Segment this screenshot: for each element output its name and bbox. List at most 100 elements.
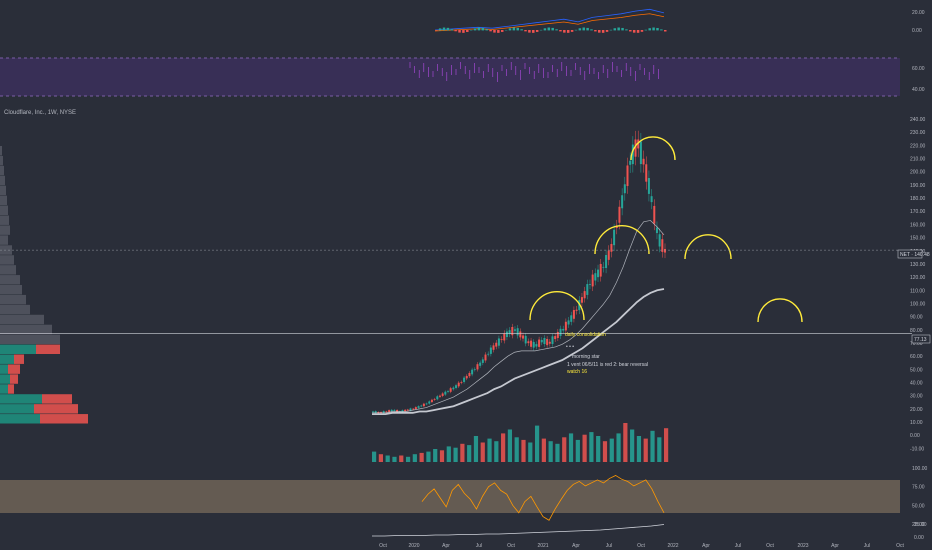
profile-up-bar xyxy=(0,314,44,325)
rsi-tick-label: 50.00 xyxy=(912,503,925,509)
macd-histogram-bar xyxy=(625,29,628,31)
macd-line xyxy=(434,8,665,31)
macd-histogram-bar xyxy=(656,27,659,31)
macd-histogram-bar xyxy=(555,29,558,31)
x-tick-label: Oct xyxy=(896,543,904,549)
x-tick-label: Apr xyxy=(572,543,580,549)
candle-body xyxy=(664,248,666,253)
macd-tick-label: 0.00 xyxy=(912,28,922,34)
rsi-tick-label: 100.00 xyxy=(912,466,928,472)
x-tick-label: Jul xyxy=(864,543,870,549)
note-morning: morning star xyxy=(572,354,600,360)
volume-bar xyxy=(664,428,669,462)
macd-histogram-bar xyxy=(652,27,655,31)
volume-bar xyxy=(657,437,662,462)
candle-body xyxy=(650,196,653,203)
bottom-indicator-pane xyxy=(372,524,665,537)
y-tick-label: 60.00 xyxy=(910,354,923,360)
macd-histogram-bar xyxy=(485,29,488,31)
profile-up-bar xyxy=(0,146,2,156)
candle-body xyxy=(471,369,474,375)
macd-histogram-bar xyxy=(574,29,578,31)
y-tick-label: 80.00 xyxy=(910,328,923,334)
macd-pane xyxy=(434,8,667,33)
candle-body xyxy=(602,266,605,268)
candle-body xyxy=(567,320,570,325)
candle-body xyxy=(476,364,479,370)
macd-histogram-bar xyxy=(532,30,535,33)
candle-body xyxy=(473,369,476,371)
candle-body xyxy=(546,338,549,346)
macd-histogram-bar xyxy=(520,29,523,31)
macd-histogram-bar xyxy=(636,30,640,33)
y-tick-label: 240.00 xyxy=(910,117,926,123)
profile-up-bar xyxy=(0,294,26,305)
candle-body xyxy=(492,345,495,350)
y-tick-label: 230.00 xyxy=(910,130,926,136)
candle-body xyxy=(626,165,629,187)
candle-body xyxy=(420,405,423,407)
macd-histogram-bar xyxy=(524,30,527,32)
candle-body xyxy=(559,328,562,336)
pattern-arc xyxy=(757,298,803,323)
price-tag-box xyxy=(897,249,923,259)
macd-histogram-bar xyxy=(613,28,617,31)
volume-bar xyxy=(650,430,655,462)
candle-body xyxy=(597,269,600,278)
candle-body xyxy=(556,331,559,338)
profile-down-bar xyxy=(14,354,24,364)
candle-body xyxy=(495,342,498,347)
profile-up-bar xyxy=(0,334,60,345)
candle-body xyxy=(610,243,613,252)
candle-body xyxy=(409,408,412,411)
note-dots: • • • xyxy=(566,344,574,350)
profile-up-bar xyxy=(0,175,5,186)
volume-bar xyxy=(494,441,499,462)
candle-body xyxy=(634,139,637,157)
y-tick-label: 130.00 xyxy=(910,262,926,268)
candle-body xyxy=(385,411,388,413)
y-tick-label: 200.00 xyxy=(910,170,926,176)
candle-body xyxy=(658,234,661,247)
candle-body xyxy=(538,339,541,347)
candle-body xyxy=(414,407,417,409)
osc-tick-label: 40.00 xyxy=(912,87,925,93)
candle-body xyxy=(599,263,602,277)
volume-bar xyxy=(609,438,614,462)
profile-up-bar xyxy=(0,324,52,335)
candle-body xyxy=(522,335,525,339)
macd-histogram-bar xyxy=(477,27,481,31)
candle-body xyxy=(503,333,506,341)
pattern-arc xyxy=(630,136,676,161)
candle-body xyxy=(530,340,533,347)
macd-histogram-bar xyxy=(535,30,539,32)
profile-up-bar xyxy=(0,185,6,196)
candle-body xyxy=(642,158,645,165)
profile-up-bar xyxy=(0,215,9,225)
profile-up-bar xyxy=(0,155,3,166)
macd-histogram-bar xyxy=(516,27,520,31)
candle-body xyxy=(465,376,468,379)
pattern-arc xyxy=(529,291,585,321)
candle-body xyxy=(575,309,578,311)
candle-body xyxy=(594,273,597,281)
candle-body xyxy=(511,326,514,336)
candle-body xyxy=(497,338,500,346)
horizontal-levels xyxy=(0,249,912,334)
y-tick-label: 50.00 xyxy=(910,367,923,373)
x-tick-label: Oct xyxy=(379,543,387,549)
macd-histogram-bar xyxy=(438,28,442,31)
volume-bar xyxy=(480,442,485,462)
candle-body xyxy=(382,411,385,413)
macd-histogram-bar xyxy=(617,27,620,31)
volume-bar xyxy=(534,425,540,462)
macd-histogram-bar xyxy=(539,29,543,31)
volume-bar xyxy=(589,432,594,462)
macd-histogram-bar xyxy=(446,27,450,31)
macd-histogram-bar xyxy=(566,30,570,33)
candle-body xyxy=(468,373,471,377)
candle-body xyxy=(436,396,439,400)
candle-body xyxy=(532,341,535,348)
